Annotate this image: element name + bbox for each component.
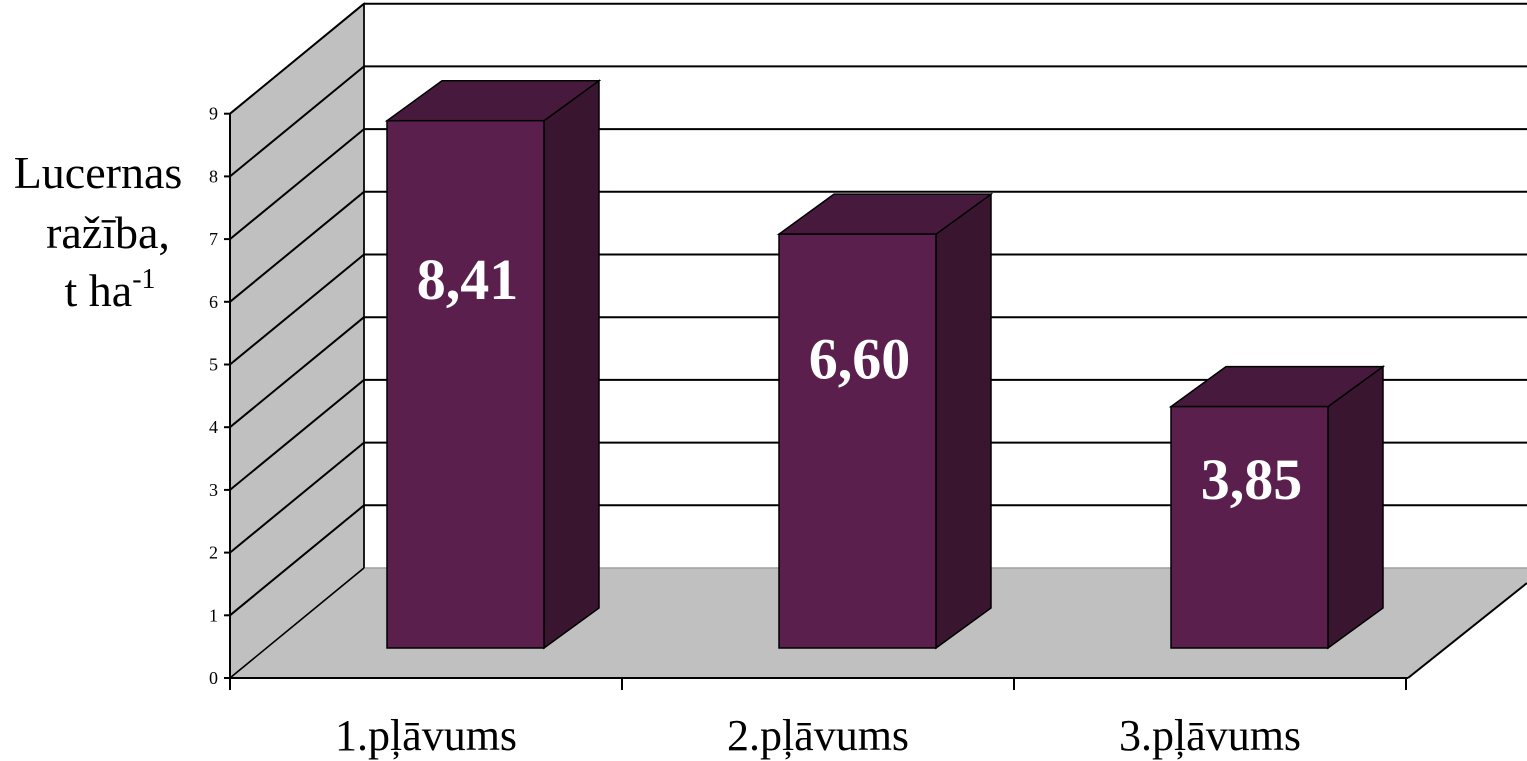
bar-front bbox=[778, 233, 937, 649]
y-tick-label: 5 bbox=[209, 355, 218, 375]
left-wall bbox=[229, 2, 365, 680]
bars: 8,41 6,60 3,85 bbox=[384, 79, 1386, 650]
gridline-side bbox=[229, 316, 365, 428]
y-axis-title-line-2: ražība, bbox=[46, 207, 170, 258]
gridline-side bbox=[229, 65, 365, 178]
y-tick-label: 4 bbox=[209, 417, 218, 437]
gridline-side bbox=[229, 2, 365, 115]
y-axis-title-line-3: t ha-1 bbox=[64, 264, 155, 316]
bar-data-label: 8,41 bbox=[417, 247, 519, 312]
bar-data-label: 6,60 bbox=[809, 326, 911, 391]
bar-side bbox=[935, 192, 992, 650]
gridline-side bbox=[229, 128, 365, 240]
y-axis: 0 1 2 3 4 5 6 7 8 9 bbox=[209, 104, 231, 688]
y-axis-unit-superscript: -1 bbox=[132, 264, 155, 295]
y-axis-title-line-1: Lucernas bbox=[14, 147, 183, 198]
x-tick-label: 1.pļāvums bbox=[335, 711, 517, 760]
y-tick-label: 3 bbox=[209, 480, 218, 500]
y-tick-label: 8 bbox=[209, 166, 218, 186]
bar-front bbox=[1170, 405, 1329, 649]
bar-side bbox=[543, 79, 600, 650]
y-tick-label: 6 bbox=[209, 292, 218, 312]
y-tick-label: 2 bbox=[209, 543, 218, 563]
floor-right-edge bbox=[1407, 582, 1527, 679]
gridline-side bbox=[229, 504, 365, 617]
y-axis-title: Lucernas ražība, t ha-1 bbox=[14, 147, 183, 316]
bar-data-label: 3,85 bbox=[1201, 447, 1303, 512]
y-tick-label: 0 bbox=[209, 668, 218, 688]
gridline-side bbox=[229, 379, 365, 491]
y-axis-unit: t ha bbox=[64, 265, 132, 316]
y-tick-label: 1 bbox=[209, 605, 218, 625]
bar: 8,41 bbox=[384, 79, 602, 650]
bar: 3,85 bbox=[1168, 365, 1386, 650]
gridline-side bbox=[229, 253, 365, 366]
x-axis: 1.pļāvums 2.pļāvums 3.pļāvums bbox=[229, 677, 1408, 760]
bar: 6,60 bbox=[776, 192, 994, 650]
x-tick-label: 2.pļāvums bbox=[727, 711, 909, 760]
bar-side bbox=[1327, 365, 1384, 650]
gridline-side bbox=[229, 567, 365, 679]
gridline-side bbox=[229, 441, 365, 554]
y-tick-label: 7 bbox=[209, 229, 218, 249]
bar-front bbox=[386, 119, 545, 649]
x-tick-label: 3.pļāvums bbox=[1119, 711, 1301, 760]
gridline-side bbox=[229, 191, 365, 303]
y-tick-label: 9 bbox=[209, 104, 218, 124]
